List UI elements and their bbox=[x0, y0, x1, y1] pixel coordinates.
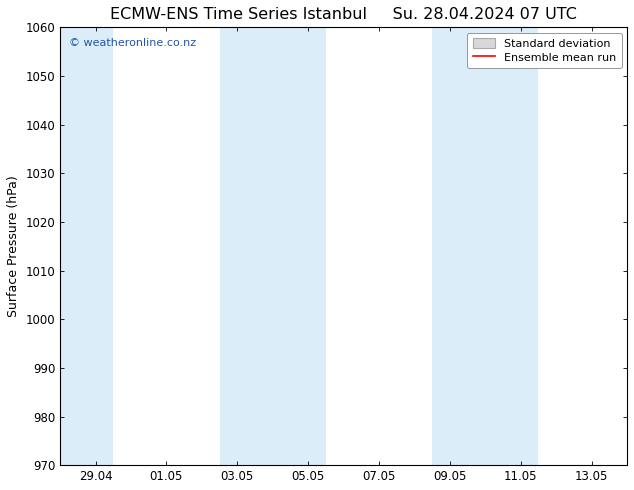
Legend: Standard deviation, Ensemble mean run: Standard deviation, Ensemble mean run bbox=[467, 33, 621, 68]
Bar bbox=[219, 27, 326, 465]
Bar bbox=[60, 27, 113, 465]
Text: © weatheronline.co.nz: © weatheronline.co.nz bbox=[68, 38, 196, 48]
Title: ECMW-ENS Time Series Istanbul     Su. 28.04.2024 07 UTC: ECMW-ENS Time Series Istanbul Su. 28.04.… bbox=[110, 7, 577, 22]
Y-axis label: Surface Pressure (hPa): Surface Pressure (hPa) bbox=[7, 175, 20, 317]
Bar bbox=[432, 27, 538, 465]
